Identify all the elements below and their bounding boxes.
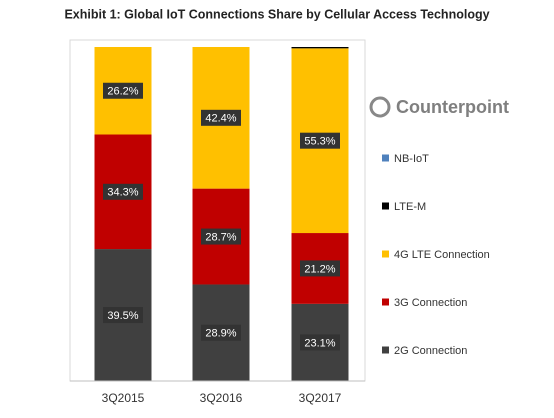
legend-label: NB-IoT xyxy=(394,153,429,165)
x-tick-label: 3Q2017 xyxy=(299,391,342,405)
legend-label: LTE-M xyxy=(394,201,426,213)
x-tick-label: 3Q2016 xyxy=(200,391,243,405)
value-label: 23.1% xyxy=(304,337,335,349)
value-label-bg xyxy=(201,228,241,245)
value-label-bg xyxy=(300,132,340,149)
value-label: 39.5% xyxy=(107,310,138,322)
legend-label: 2G Connection xyxy=(394,345,467,357)
legend-swatch xyxy=(382,202,389,210)
value-label: 21.2% xyxy=(304,263,335,275)
value-label: 42.4% xyxy=(205,113,236,125)
legend-swatch xyxy=(382,154,389,162)
logo-icon xyxy=(369,96,391,118)
value-label: 28.9% xyxy=(205,328,236,340)
value-label: 26.2% xyxy=(107,86,138,98)
value-label: 28.7% xyxy=(205,231,236,243)
value-label-bg xyxy=(201,109,241,126)
legend-swatch xyxy=(382,250,389,258)
value-label-bg xyxy=(103,307,143,324)
bar-segment xyxy=(291,47,349,49)
legend-label: 4G LTE Connection xyxy=(394,249,490,261)
value-label: 34.3% xyxy=(107,187,138,199)
legend-label: 3G Connection xyxy=(394,297,467,309)
legend-swatch xyxy=(382,298,389,306)
value-label-bg xyxy=(103,82,143,99)
legend-swatch xyxy=(382,346,389,354)
value-label-bg xyxy=(300,260,340,277)
x-tick-label: 3Q2015 xyxy=(102,391,145,405)
value-label-bg xyxy=(300,334,340,351)
value-label: 55.3% xyxy=(304,136,335,148)
value-label-bg xyxy=(103,183,143,200)
value-label-bg xyxy=(201,324,241,341)
chart-title: Exhibit 1: Global IoT Connections Share … xyxy=(64,7,489,21)
logo-text: Counterpoint xyxy=(396,97,509,117)
